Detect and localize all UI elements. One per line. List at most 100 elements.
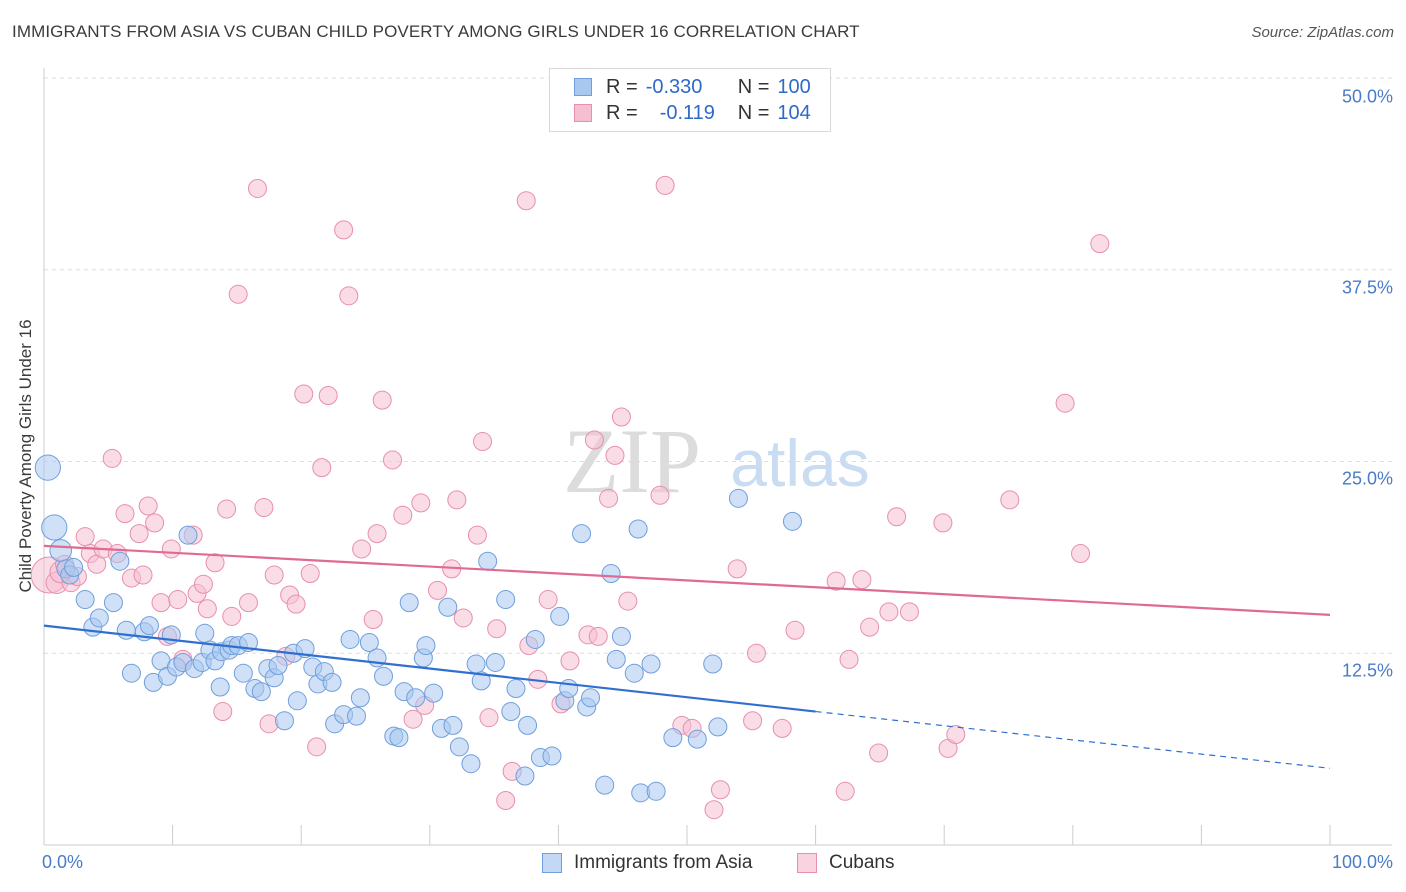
cubans-point [168, 590, 188, 610]
asia-point [606, 649, 626, 669]
cubans-point [259, 714, 279, 734]
cubans-point [473, 432, 493, 452]
cubans-point [1000, 490, 1020, 510]
series-name-asia: Immigrants from Asia [574, 852, 753, 873]
x-tick-label-0: 0.0% [42, 852, 84, 872]
watermark-atlas: atlas [730, 426, 869, 500]
series-swatch-cubans [797, 853, 817, 873]
series-legend: Immigrants from Asia Cubans [0, 852, 1406, 878]
cubans-point [899, 602, 919, 622]
cubans-point [1090, 234, 1110, 254]
cubans-point [339, 286, 359, 306]
asia-point [646, 781, 666, 801]
cubans-point [312, 458, 332, 478]
legend-n-value: 104 [777, 101, 811, 124]
asia-point [406, 688, 426, 708]
cubans-point [447, 490, 467, 510]
asia-point [559, 679, 579, 699]
cubans-point [133, 565, 153, 585]
asia-point [782, 511, 802, 531]
cubans-point [254, 498, 274, 518]
cubans-point [785, 620, 805, 640]
cubans-point [704, 800, 724, 820]
cubans-point [307, 737, 327, 757]
cubans-point [213, 702, 233, 722]
y-tick-label-12-5: 12.5% [1341, 660, 1393, 681]
legend-r-label: R = [606, 101, 638, 124]
watermark-zip: ZIP [563, 410, 701, 512]
asia-point [350, 688, 370, 708]
asia-point [268, 656, 288, 676]
asia-point [438, 597, 458, 617]
cubans-point [599, 488, 619, 508]
correlation-legend: R = -0.330 N = 100 R = -0.119 N = 104 [549, 68, 831, 132]
asia-point [322, 672, 342, 692]
cubans-point [605, 445, 625, 465]
x-tick-label-100: 100.0% [1331, 852, 1393, 872]
cubans-point [611, 407, 631, 427]
legend-swatch-cubans [574, 104, 592, 122]
asia-point [641, 654, 661, 674]
cubans-point [710, 780, 730, 800]
cubans-point [887, 507, 907, 527]
cubans-point [222, 606, 242, 626]
cubans-point [352, 539, 372, 559]
asia-point [550, 606, 570, 626]
cubans-point [238, 593, 258, 613]
asia-point [75, 590, 95, 610]
cubans-point [367, 524, 387, 544]
asia-point [416, 636, 436, 656]
cubans-point [852, 570, 872, 590]
trend-lines [43, 544, 1331, 769]
cubans-point [264, 565, 284, 585]
asia-point [628, 519, 648, 539]
asia-point [728, 488, 748, 508]
asia-point [41, 514, 68, 541]
cubans-point [247, 178, 267, 198]
y-axis-label: Child Poverty Among Girls Under 16 [16, 319, 35, 593]
asia-point [103, 593, 123, 613]
series-swatch-asia [542, 853, 562, 873]
asia-trend-extension [815, 710, 1331, 769]
asia-point [233, 663, 253, 683]
cubans-point [772, 718, 792, 738]
cubans-point [869, 743, 889, 763]
cubans-point [161, 539, 181, 559]
series-legend-asia: Immigrants from Asia [542, 852, 752, 874]
cubans-point [479, 708, 499, 728]
asia-point [389, 728, 409, 748]
cubans-trend-line [43, 544, 1331, 616]
asia-point [572, 524, 592, 544]
cubans-point [75, 527, 95, 547]
asia-point [340, 629, 360, 649]
asia-point [708, 717, 728, 737]
cubans-point [1055, 393, 1075, 413]
asia-point [449, 737, 469, 757]
asia-point [399, 593, 419, 613]
cubans-point [115, 504, 135, 524]
asia-point [49, 539, 73, 562]
cubans-point [933, 513, 953, 533]
asia-point [601, 563, 621, 583]
asia-point [178, 525, 198, 545]
asia-point [274, 711, 294, 731]
legend-n-value: 100 [777, 75, 811, 98]
cubans-point [467, 525, 487, 545]
cubans-point [496, 791, 516, 811]
cubans-point [860, 617, 880, 637]
series-name-cubans: Cubans [829, 852, 895, 873]
source-label: Source: ZipAtlas.com [1251, 24, 1394, 41]
legend-r-value: -0.330 [645, 75, 703, 98]
asia-trend-line [43, 624, 816, 713]
cubans-point [584, 430, 604, 450]
cubans-point [300, 563, 320, 583]
cubans-point [383, 450, 403, 470]
cubans-point [879, 602, 899, 622]
cubans-point [946, 725, 966, 745]
asia-point [64, 557, 84, 577]
cubans-point [1071, 544, 1091, 564]
y-tick-label-37-5: 37.5% [1341, 277, 1393, 298]
asia-points [34, 454, 802, 803]
asia-point [195, 623, 215, 643]
